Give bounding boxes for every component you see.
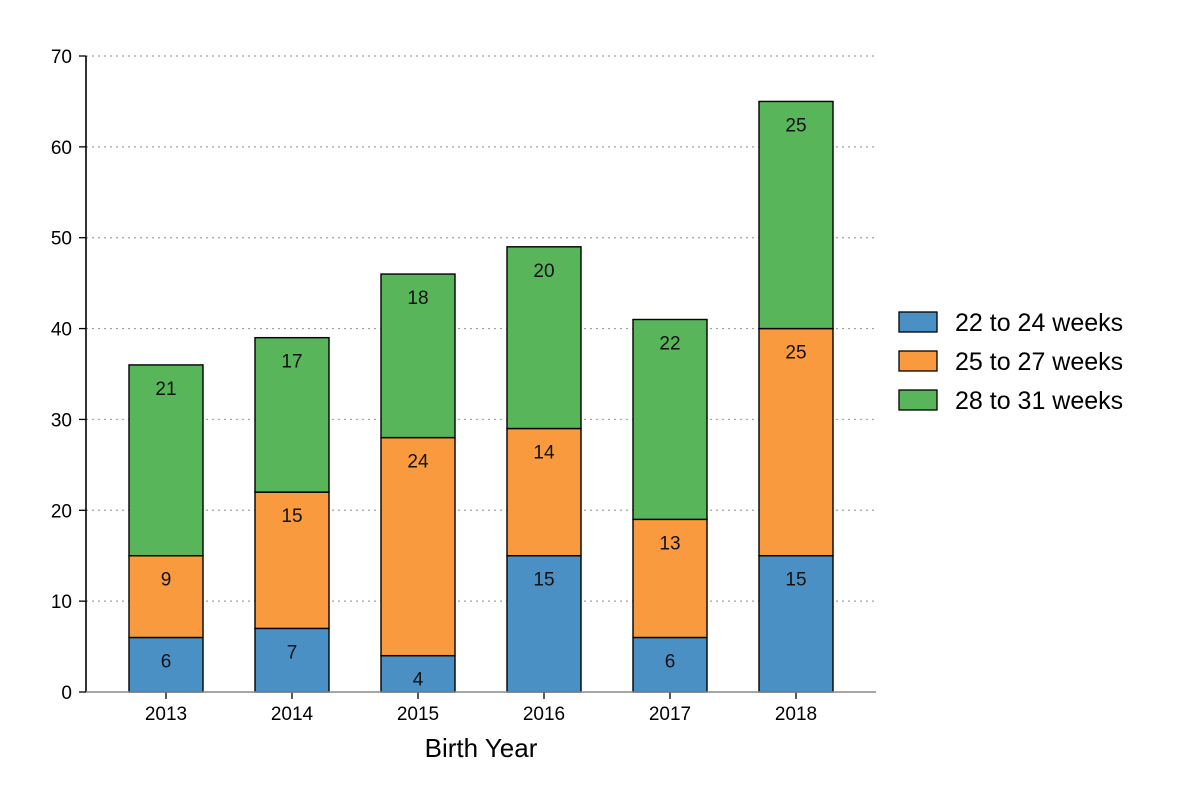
bar-segment-2013-series-1: [128, 636, 204, 693]
bar-segment-2016-series-3: [506, 246, 582, 430]
bar-segment-2018-series-3: [758, 100, 834, 330]
bar-value-label: 4: [413, 670, 424, 691]
bar-value-label: 25: [785, 343, 806, 364]
x-tick-label: 2014: [271, 704, 314, 725]
legend-label: 22 to 24 weeks: [955, 309, 1123, 337]
y-tick-label: 70: [51, 47, 72, 68]
bar-segment-2017-series-1: [632, 636, 708, 693]
bar-segment-2017-series-3: [632, 318, 708, 521]
y-tick-label: 0: [61, 683, 72, 704]
bar-segment-2014-series-2: [254, 491, 330, 630]
bar-segment-2017-series-2: [632, 518, 708, 639]
bar-segment-2013-series-3: [128, 364, 204, 557]
gridlines: [86, 55, 876, 602]
legend-swatch: [898, 311, 938, 333]
legend-label: 28 to 31 weeks: [955, 387, 1123, 415]
y-tick-label: 40: [51, 320, 72, 341]
x-tick-label: 2015: [397, 704, 439, 725]
bar-value-label: 13: [659, 533, 680, 554]
legend-label: 25 to 27 weeks: [955, 348, 1123, 376]
x-axis-title: Birth Year: [425, 733, 538, 763]
bar-segment-2015-series-2: [380, 436, 456, 657]
y-tick-label: 30: [51, 410, 72, 431]
bar-value-label: 15: [281, 506, 302, 527]
bar-segment-2015-series-1: [380, 654, 456, 693]
bar-value-label: 6: [665, 651, 676, 672]
bar-value-label: 15: [533, 570, 554, 591]
bar-value-label: 21: [155, 379, 176, 400]
bar-value-label: 24: [407, 452, 429, 473]
x-tick-label: 2013: [145, 704, 187, 725]
bar-value-label: 18: [407, 288, 428, 309]
bar-value-label: 22: [659, 333, 680, 354]
x-tick-label: 2018: [775, 704, 817, 725]
bar-value-label: 17: [281, 352, 302, 373]
legend: 22 to 24 weeks 25 to 27 weeks 28 to 31 wee…: [898, 309, 1123, 415]
bars: [128, 100, 834, 693]
legend-swatch: [898, 389, 938, 411]
y-tick-label: 20: [51, 501, 72, 522]
bar-segment-2016-series-2: [506, 427, 582, 557]
bar-value-label: 25: [785, 115, 806, 136]
y-tick-label: 50: [51, 229, 72, 250]
bar-segment-2013-series-2: [128, 555, 204, 639]
bar-value-label: 15: [785, 570, 806, 591]
y-tick-label: 10: [51, 592, 72, 613]
bar-segment-2018-series-2: [758, 327, 834, 557]
x-tick-label: 2017: [649, 704, 691, 725]
bar-segment-2018-series-1: [758, 555, 834, 693]
x-tick-label: 2016: [523, 704, 565, 725]
bar-value-label: 6: [161, 651, 172, 672]
y-tick-label: 60: [51, 138, 72, 159]
bar-segment-2015-series-3: [380, 273, 456, 439]
bar-segment-2014-series-3: [254, 336, 330, 493]
bar-value-label: 14: [533, 443, 555, 464]
legend-swatch: [898, 350, 938, 372]
bar-value-label: 7: [287, 642, 298, 663]
bar-value-labels: 6 9 21 7 15 17 4 24 18 15 14 20 6 13 22 15 25 25: [155, 115, 806, 690]
bar-value-label: 20: [533, 261, 554, 282]
bar-value-label: 9: [161, 570, 172, 591]
